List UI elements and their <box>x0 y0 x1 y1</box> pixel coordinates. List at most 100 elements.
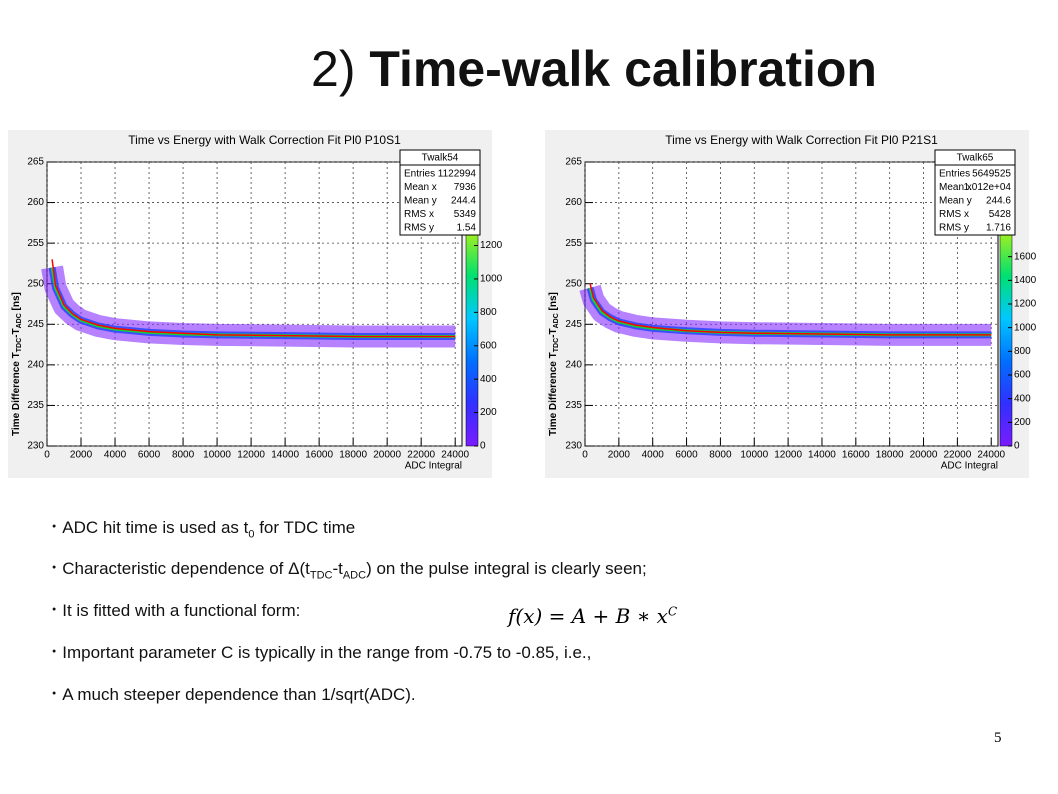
y-tick-label: 260 <box>27 197 44 208</box>
x-tick-label: 22000 <box>407 450 435 461</box>
y-tick-label: 265 <box>27 157 44 168</box>
y-axis-label: Time Difference TTDC-TADC [ns] <box>11 292 23 436</box>
bullet-text: TDC <box>309 569 333 582</box>
z-tick-label: 1000 <box>480 274 503 285</box>
x-tick-label: 24000 <box>441 450 469 461</box>
stats-label: Mean y <box>404 195 437 206</box>
z-tick-label: 1600 <box>1014 251 1037 262</box>
x-tick-label: 2000 <box>608 450 631 461</box>
z-tick-label: 800 <box>480 307 497 318</box>
z-tick-label: 1000 <box>1014 322 1037 333</box>
z-tick-label: 1400 <box>1014 275 1037 286</box>
histogram-panel: Time vs Energy with Walk Correction Fit … <box>8 130 503 478</box>
y-axis-label-part: Time Difference T <box>548 352 559 436</box>
y-axis-label-part: Time Difference T <box>11 352 22 436</box>
z-tick-label: 600 <box>1014 370 1031 381</box>
stats-value: 5649525 <box>972 168 1011 179</box>
trace-line <box>589 283 992 336</box>
z-tick-label: 1200 <box>1014 299 1037 310</box>
formula-part: C <box>667 604 678 619</box>
y-tick-label: 230 <box>565 441 582 452</box>
stats-value: 1.54 <box>457 222 477 233</box>
y-tick-label: 240 <box>27 359 44 370</box>
z-tick-label: 400 <box>480 374 497 385</box>
x-tick-label: 0 <box>44 450 50 461</box>
x-tick-label: 10000 <box>740 450 768 461</box>
bullet-text: 0 <box>248 528 255 541</box>
histogram-panel: Time vs Energy with Walk Correction Fit … <box>545 130 1037 478</box>
x-tick-label: 20000 <box>373 450 401 461</box>
stats-box <box>399 149 481 236</box>
x-tick-label: 8000 <box>709 450 732 461</box>
x-tick-label: 4000 <box>104 450 127 461</box>
z-tick-label: 400 <box>1014 393 1031 404</box>
x-tick-label: 12000 <box>237 450 265 461</box>
title-main: Time-walk calibration <box>369 41 877 97</box>
stats-value: 1.012e+04 <box>963 182 1011 193</box>
y-tick-label: 265 <box>565 157 582 168</box>
stats-value: 1122994 <box>438 168 477 179</box>
bullet-item: A much steeper dependence than 1/sqrt(AD… <box>52 685 415 705</box>
page-number: 5 <box>994 730 1002 746</box>
z-tick-label: 800 <box>1014 346 1031 357</box>
x-tick-label: 16000 <box>842 450 870 461</box>
y-axis-label-part: -T <box>548 328 559 337</box>
bullet-text: Important parameter C is typically in th… <box>62 643 592 662</box>
x-axis-label: ADC Integral <box>405 461 462 472</box>
x-tick-label: 2000 <box>70 450 93 461</box>
bullet-item: Important parameter C is typically in th… <box>52 643 591 663</box>
formula-part: f(x) = A + B ∗ x <box>508 604 668 628</box>
title-prefix: 2) <box>311 41 356 97</box>
y-tick-label: 240 <box>565 359 582 370</box>
x-tick-label: 6000 <box>138 450 161 461</box>
stats-label: Mean y <box>939 195 972 206</box>
x-tick-label: 0 <box>582 450 588 461</box>
bullet-item: Characteristic dependence of Δ(tTDC-tADC… <box>52 559 647 581</box>
x-tick-label: 14000 <box>808 450 836 461</box>
y-tick-label: 250 <box>565 278 582 289</box>
formula: f(x) = A + B ∗ xC <box>508 604 677 628</box>
plot-area <box>46 161 463 447</box>
x-axis-label: ADC Integral <box>941 461 998 472</box>
y-axis-label-part: [ns] <box>548 292 559 313</box>
y-axis-label-part: [ns] <box>11 292 22 313</box>
stats-box <box>934 149 1016 236</box>
x-tick-label: 4000 <box>642 450 665 461</box>
x-tick-label: 24000 <box>977 450 1005 461</box>
y-tick-label: 235 <box>565 400 582 411</box>
z-tick-label: 600 <box>480 340 497 351</box>
y-tick-label: 255 <box>565 238 582 249</box>
stats-value: 5349 <box>454 209 477 220</box>
y-axis-label: Time Difference TTDC-TADC [ns] <box>548 292 560 436</box>
y-axis-label-part: TDC <box>16 338 23 352</box>
bullet-item: ADC hit time is used as t0 for TDC time <box>52 518 355 540</box>
chart-title: Time vs Energy with Walk Correction Fit … <box>128 133 401 147</box>
stats-value: 244.4 <box>451 195 476 206</box>
z-tick-label: 0 <box>480 441 486 452</box>
y-axis-label-part: ADC <box>16 313 23 328</box>
x-tick-label: 8000 <box>172 450 195 461</box>
bullet-text: ) on the pulse integral is clearly seen; <box>366 559 647 578</box>
z-tick-label: 200 <box>480 407 497 418</box>
z-tick-label: 1200 <box>480 240 503 251</box>
stats-label: Mean x <box>939 182 972 193</box>
y-axis-label-part: ADC <box>553 313 560 328</box>
stats-value: 244.6 <box>986 195 1011 206</box>
y-tick-label: 260 <box>565 197 582 208</box>
x-tick-label: 12000 <box>774 450 802 461</box>
bullet-text: Characteristic dependence of Δ(t <box>62 559 310 578</box>
x-tick-label: 18000 <box>876 450 904 461</box>
bullet-text: It is fitted with a functional form: <box>62 601 301 620</box>
charts: Time vs Energy with Walk Correction Fit … <box>8 130 1037 478</box>
z-tick-label: 200 <box>1014 417 1031 428</box>
y-axis-label-part: -T <box>11 328 22 337</box>
z-tick-label: 0 <box>1014 441 1020 452</box>
y-tick-label: 255 <box>27 238 44 249</box>
y-tick-label: 250 <box>27 278 44 289</box>
trace-line <box>51 259 456 338</box>
y-tick-label: 245 <box>27 319 44 330</box>
plot-area <box>584 161 999 447</box>
stats-label: Entries <box>939 168 970 179</box>
x-tick-label: 18000 <box>339 450 367 461</box>
x-tick-label: 10000 <box>203 450 231 461</box>
